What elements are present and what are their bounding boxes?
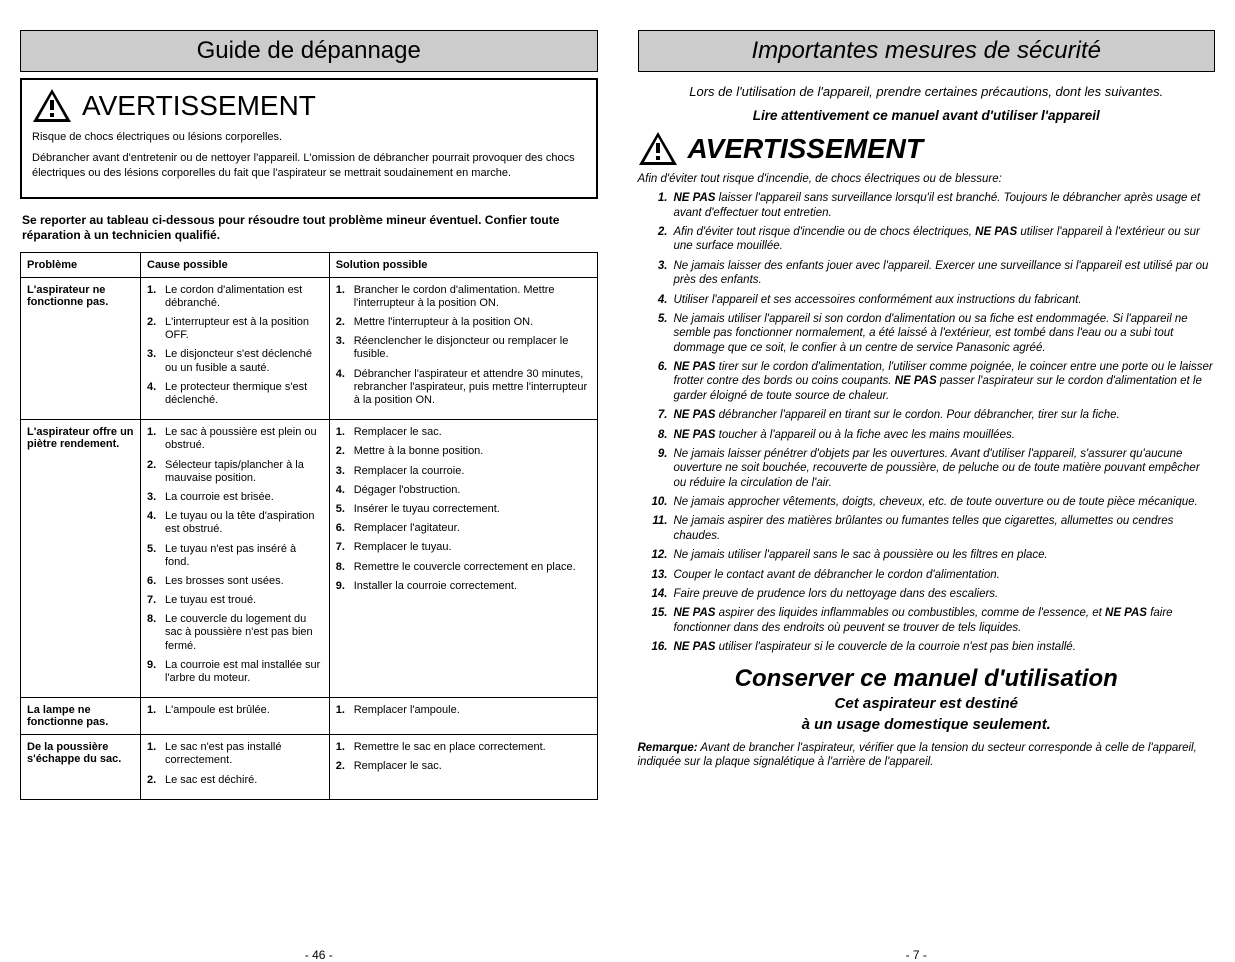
cause-item: 4.Le protecteur thermique s'est déclench… [147,381,323,407]
conserve-heading: Conserver ce manuel d'utilisation [638,665,1216,693]
problem-cell: L'aspirateur ne fonctionne pas. [21,277,141,420]
afin-text: Afin d'éviter tout risque d'incendie, de… [638,173,1216,185]
solution-item: 1.Remettre le sac en place correctement. [336,741,591,754]
safety-item: 12.Ne jamais utiliser l'appareil sans le… [648,548,1216,562]
warning-icon [32,88,72,124]
safety-item: 9.Ne jamais laisser pénétrer d'objets pa… [648,447,1216,490]
cause-item: 8.Le couvercle du logement du sac à pous… [147,613,323,653]
cause-item: 1.Le cordon d'alimentation est débranché… [147,284,323,310]
warning-title-right: AVERTISSEMENT [688,133,923,165]
solution-item: 4.Dégager l'obstruction. [336,484,591,497]
solution-item: 3.Remplacer la courroie. [336,465,591,478]
safety-item: 11.Ne jamais aspirer des matières brûlan… [648,514,1216,543]
warning-p1: Risque de chocs électriques ou lésions c… [32,130,586,145]
solution-cell: 1.Remplacer le sac. 2.Mettre à la bonne p… [329,420,597,698]
safety-item: 10.Ne jamais approcher vêtements, doigts… [648,495,1216,509]
safety-item: 2.Afin d'éviter tout risque d'incendie o… [648,225,1216,254]
solution-item: 8.Remettre le couvercle correctement en … [336,561,591,574]
table-row: L'aspirateur ne fonctionne pas.1.Le cord… [21,277,598,420]
cause-cell: 1.Le sac n'est pas installé correctement… [141,735,330,800]
conserve-sub1: Cet aspirateur est destiné [638,695,1216,714]
remark-text: Avant de brancher l'aspirateur, vérifier… [638,742,1197,768]
cause-item: 3.La courroie est brisée. [147,491,323,504]
safety-item: 15.NE PAS aspirer des liquides inflammab… [648,606,1216,635]
page-number-left: - 46 - [20,948,618,962]
cause-item: 1.Le sac à poussière est plein ou obstru… [147,426,323,452]
solution-item: 2.Mettre l'interrupteur à la position ON… [336,316,591,329]
solution-cell: 1.Brancher le cordon d'alimentation. Met… [329,277,597,420]
problem-cell: L'aspirateur offre un piètre rendement. [21,420,141,698]
left-title-bar: Guide de dépannage [20,30,598,72]
th-problem: Problème [21,252,141,277]
safety-item: 7.NE PAS débrancher l'appareil en tirant… [648,408,1216,422]
conserve-sub2: à un usage domestique seulement. [638,716,1216,735]
safety-item: 8.NE PAS toucher à l'appareil ou à la fi… [648,428,1216,442]
cause-item: 4.Le tuyau ou la tête d'aspiration est o… [147,510,323,536]
solution-item: 1.Brancher le cordon d'alimentation. Met… [336,284,591,310]
warning-icon [638,131,678,167]
solution-item: 2.Remplacer le sac. [336,760,591,773]
cause-item: 2.Le sac est déchiré. [147,774,323,787]
page-left: Guide de dépannage AVERTISSEMENT Risque … [20,30,618,944]
table-note: Se reporter au tableau ci-dessous pour r… [22,213,596,244]
cause-item: 1.Le sac n'est pas installé correctement… [147,741,323,767]
table-header-row: Problème Cause possible Solution possibl… [21,252,598,277]
page-right: Importantes mesures de sécurité Lors de … [618,30,1216,944]
safety-item: 3.Ne jamais laisser des enfants jouer av… [648,259,1216,288]
solution-item: 9.Installer la courroie correctement. [336,580,591,593]
warning-head-right: AVERTISSEMENT [638,131,1216,167]
cause-cell: 1.Le sac à poussière est plein ou obstru… [141,420,330,698]
th-cause: Cause possible [141,252,330,277]
solution-item: 1.Remplacer l'ampoule. [336,704,591,717]
cause-item: 9.La courroie est mal installée sur l'ar… [147,659,323,685]
solution-item: 3.Réenclencher le disjoncteur ou remplac… [336,335,591,361]
troubleshoot-table: Problème Cause possible Solution possibl… [20,252,598,800]
solution-item: 7.Remplacer le tuyau. [336,541,591,554]
table-row: L'aspirateur offre un piètre rendement.1… [21,420,598,698]
safety-item: 5.Ne jamais utiliser l'appareil si son c… [648,312,1216,355]
safety-item: 4.Utiliser l'appareil et ses accessoires… [648,293,1216,307]
solution-item: 1.Remplacer le sac. [336,426,591,439]
cause-item: 3.Le disjoncteur s'est déclenché ou un f… [147,348,323,374]
right-title-bar: Importantes mesures de sécurité [638,30,1216,72]
solution-cell: 1.Remettre le sac en place correctement.… [329,735,597,800]
safety-list: 1.NE PAS laisser l'appareil sans surveil… [638,191,1216,659]
problem-cell: De la poussière s'échappe du sac. [21,735,141,800]
warning-p2: Débrancher avant d'entretenir ou de nett… [32,151,586,181]
warning-box-left: AVERTISSEMENT Risque de chocs électrique… [20,78,598,199]
table-row: De la poussière s'échappe du sac.1.Le sa… [21,735,598,800]
cause-item: 2.L'interrupteur est à la position OFF. [147,316,323,342]
solution-item: 6.Remplacer l'agitateur. [336,522,591,535]
cause-cell: 1.Le cordon d'alimentation est débranché… [141,277,330,420]
solution-item: 4.Débrancher l'aspirateur et attendre 30… [336,368,591,408]
warning-head-left: AVERTISSEMENT [32,88,586,124]
table-row: La lampe ne fonctionne pas. 1.L'ampoule e… [21,698,598,735]
remark: Remarque: Avant de brancher l'aspirateur… [638,741,1216,770]
th-solution: Solution possible [329,252,597,277]
safety-item: 13.Couper le contact avant de débrancher… [648,568,1216,582]
safety-item: 16.NE PAS utiliser l'aspirateur si le co… [648,640,1216,654]
solution-item: 2.Mettre à la bonne position. [336,445,591,458]
cause-item: 6.Les brosses sont usées. [147,575,323,588]
cause-item: 5.Le tuyau n'est pas inséré à fond. [147,543,323,569]
page-number-right: - 7 - [618,948,1216,962]
cause-item: 7.Le tuyau est troué. [147,594,323,607]
warning-body-left: Risque de chocs électriques ou lésions c… [32,130,586,181]
intro-text: Lors de l'utilisation de l'appareil, pre… [678,84,1176,100]
warning-title-left: AVERTISSEMENT [82,90,316,122]
solution-cell: 1.Remplacer l'ampoule. [329,698,597,735]
remark-label: Remarque: [638,742,698,754]
safety-item: 6.NE PAS tirer sur le cordon d'alimentat… [648,360,1216,403]
read-manual: Lire attentivement ce manuel avant d'uti… [638,108,1216,123]
safety-item: 14.Faire preuve de prudence lors du nett… [648,587,1216,601]
cause-cell: 1.L'ampoule est brûlée. [141,698,330,735]
problem-cell: La lampe ne fonctionne pas. [21,698,141,735]
cause-item: 1.L'ampoule est brûlée. [147,704,323,717]
cause-item: 2.Sélecteur tapis/plancher à la mauvaise… [147,459,323,485]
safety-item: 1.NE PAS laisser l'appareil sans surveil… [648,191,1216,220]
solution-item: 5.Insérer le tuyau correctement. [336,503,591,516]
